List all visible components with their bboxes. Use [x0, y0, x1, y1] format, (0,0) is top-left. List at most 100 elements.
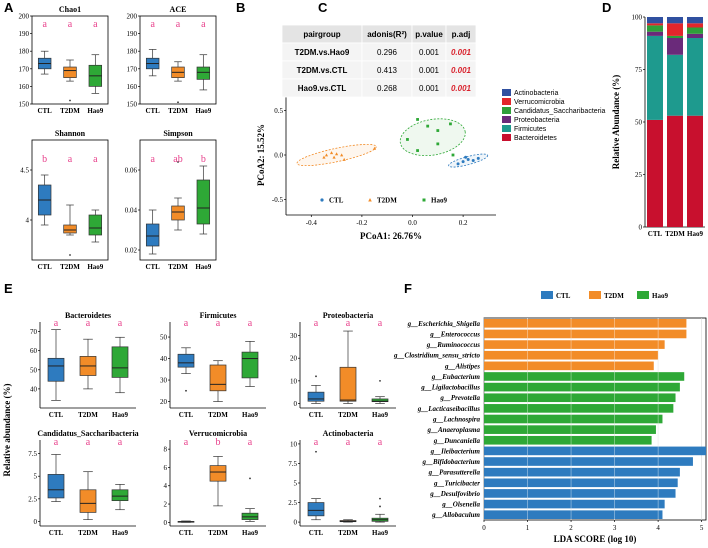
- x-category-label: Hao9: [372, 411, 388, 419]
- table-header: adonis(R²): [367, 30, 407, 39]
- point-t2dm: [332, 155, 336, 159]
- x-category-label: T2DM: [60, 107, 80, 115]
- significance-letter: a: [314, 437, 319, 448]
- significance-letter: a: [314, 318, 319, 329]
- x-tick-label: 1: [526, 524, 530, 532]
- legend-swatch-t2dm: [589, 291, 601, 299]
- boxplot-firmicutes: [168, 322, 266, 409]
- y-tick-label: 200: [19, 13, 30, 21]
- taxon-label: g__Enterococcus: [429, 330, 480, 338]
- panel-label-b: B: [236, 0, 245, 15]
- x-category-label: CTL: [648, 230, 663, 238]
- y-tick-label: 70: [30, 328, 38, 336]
- significance-letter: a: [201, 19, 206, 30]
- significance-letter: a: [184, 318, 189, 329]
- boxplot-verrucomicrobia: [168, 440, 266, 527]
- box-t2dm: [209, 465, 227, 482]
- x-category-label: T2DM: [208, 529, 228, 537]
- lda-bar-hao9: [484, 425, 656, 434]
- taxon-label: g__Prevotella: [439, 394, 480, 402]
- point-ctl: [476, 156, 480, 160]
- point-hao9: [436, 142, 440, 146]
- legend-label: Bacteroidetes: [514, 135, 557, 142]
- y-axis-label: Relative abundance (%): [2, 384, 12, 477]
- significance-letter: a: [248, 437, 253, 448]
- y-tick-label: 100: [632, 14, 643, 22]
- point-hao9: [416, 118, 419, 121]
- lda-bar-ctl: [484, 510, 663, 519]
- taxon-label: g__Alistipes: [444, 362, 480, 370]
- legend-marker-hao9: [422, 198, 426, 202]
- y-tick-label: 0.02: [125, 247, 138, 255]
- x-category-label: CTL: [179, 529, 194, 537]
- y-tick-label: 170: [127, 65, 138, 73]
- x-tick-label: 4: [656, 524, 660, 532]
- taxon-label: g__Lacticaseibacillus: [417, 405, 480, 413]
- x-category-label: CTL: [309, 411, 324, 419]
- x-category-label: CTL: [179, 411, 194, 419]
- y-tick-label: 8: [164, 446, 168, 454]
- taxon-label: g__Ileibacterium: [430, 447, 481, 455]
- x-category-label: Hao9: [112, 529, 128, 537]
- legend-label: Proteobacteria: [514, 117, 560, 124]
- significance-letter: a: [176, 19, 181, 30]
- significance-letter: a: [93, 154, 98, 165]
- outlier-point: [185, 389, 187, 392]
- box-ctl: [145, 223, 160, 247]
- y-tick-label: 20: [290, 355, 298, 363]
- table-value: 0.268: [377, 84, 398, 93]
- x-category-label: Hao9: [87, 107, 103, 115]
- y-tick-label: 7.5: [288, 460, 297, 468]
- boxplot-shannon: [30, 139, 109, 261]
- taxon-label: g__Ruminococcus: [426, 341, 481, 349]
- outlier-point: [177, 161, 179, 163]
- table-value: 0.296: [377, 48, 398, 57]
- bar-segment-proteobacteria: [647, 31, 663, 36]
- lda-bar-t2dm: [484, 319, 687, 328]
- lda-bar-hao9: [484, 382, 680, 392]
- box-t2dm: [63, 66, 77, 78]
- legend-swatch-hao9: [637, 291, 649, 299]
- confidence-ellipse-hao9: [399, 118, 466, 157]
- panel-label-f: F: [404, 281, 412, 296]
- lda-bar-hao9: [484, 414, 663, 424]
- pair-group: Hao9.vs.CTL: [298, 84, 347, 93]
- boxplot-proteobacteria: [298, 322, 396, 409]
- x-category-label: T2DM: [338, 411, 358, 419]
- x-category-label: Hao9: [687, 230, 703, 238]
- y-tick-label: 0: [294, 400, 298, 408]
- significance-letter: a: [184, 437, 189, 448]
- y-tick-label: 50: [635, 119, 643, 127]
- box-t2dm: [171, 205, 185, 221]
- significance-letter: a: [378, 437, 383, 448]
- bar-segment-candidatus-saccharibacteria: [687, 27, 703, 34]
- legend-swatch: [502, 107, 511, 114]
- significance-letter: ab: [173, 154, 182, 165]
- point-ctl: [471, 159, 475, 163]
- legend-label: Hao9: [431, 197, 447, 205]
- x-axis-label: PCoA1: 26.76%: [360, 231, 422, 241]
- x-category-label: Hao9: [195, 263, 211, 271]
- y-axis-label: Relative Abundance (%): [611, 75, 621, 170]
- point-t2dm: [342, 157, 346, 161]
- significance-letter: a: [86, 437, 91, 448]
- point-t2dm: [324, 153, 329, 157]
- legend-label: T2DM: [377, 197, 397, 205]
- panel-label-a: A: [4, 0, 14, 15]
- bar-segment-candidatus-saccharibacteria: [647, 25, 663, 32]
- y-tick-label: 0.06: [125, 167, 138, 175]
- subplot-title: Verrucomicrobia: [189, 429, 247, 438]
- y-tick-label: 6: [164, 464, 168, 472]
- significance-letter: a: [150, 19, 155, 30]
- box-t2dm: [79, 489, 97, 513]
- subplot-title: Candidatus_Saccharibacteria: [37, 429, 138, 438]
- x-category-label: CTL: [145, 107, 160, 115]
- x-category-label: T2DM: [78, 411, 98, 419]
- bar-segment-bacteroidetes: [687, 115, 703, 227]
- point-t2dm: [340, 153, 344, 157]
- box-hao9: [241, 351, 259, 379]
- point-hao9: [449, 122, 452, 126]
- y-tick-label: 30: [290, 332, 298, 340]
- taxon-label: g__Lachnospira: [432, 416, 481, 424]
- lda-bar-ctl: [484, 467, 680, 477]
